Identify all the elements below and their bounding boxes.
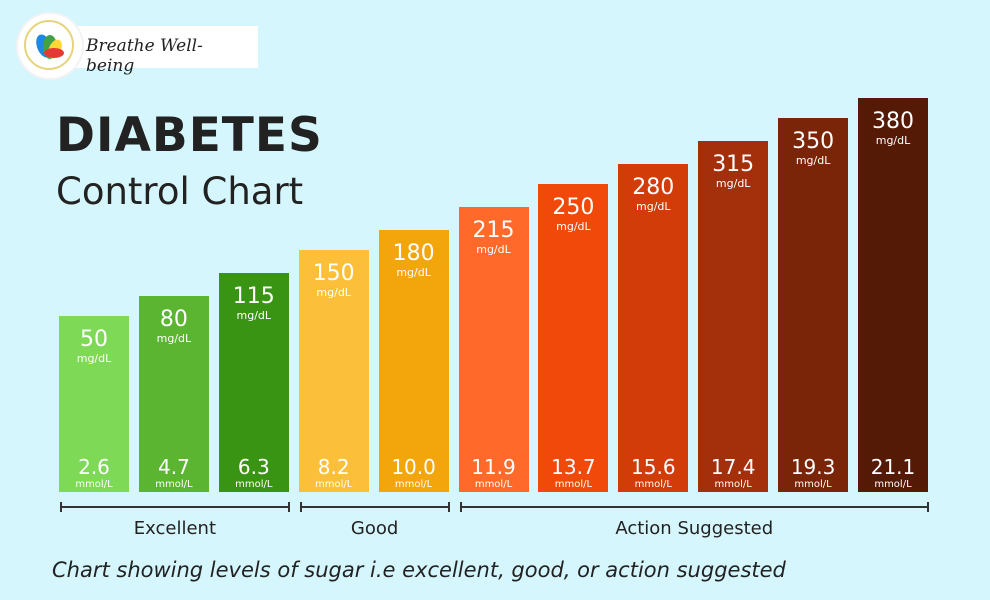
bar-unit-label: mg/dL [396, 266, 431, 280]
bar-mmol-unit-label: mmol/L [554, 479, 593, 490]
bar-value-label: 180 [392, 241, 435, 267]
logo: Breathe Well-being [18, 14, 258, 78]
bar-mmol-unit-label: mmol/L [394, 478, 433, 490]
bar-180: 180 mg/dL 10.0 mmol/L [378, 230, 449, 492]
bar-mmol-label: 15.6 [631, 454, 676, 479]
bar-mmol-label: 19.3 [790, 455, 836, 479]
logo-background [58, 26, 258, 68]
bar-80: 80 mg/dL 4.7 mmol/L [138, 296, 209, 492]
bar-unit-label: mg/dL [236, 309, 272, 323]
chart-title: DIABETES [56, 108, 323, 163]
bar-mmol-label: 17.4 [710, 454, 756, 479]
bar-unit-label: mg/dL [715, 177, 751, 191]
bar-mmol-unit-label: mmol/L [474, 478, 513, 490]
chart-subtitle: Control Chart [56, 170, 304, 213]
bar-mmol-label: 21.1 [870, 454, 916, 479]
group-label: Action Suggested [615, 518, 774, 539]
logo-text: Breathe Well-being [86, 36, 203, 76]
group-label: Excellent [133, 518, 217, 539]
bar-value-label: 315 [712, 152, 755, 178]
bar-value-label: 115 [232, 284, 275, 310]
bar-value-label: 50 [80, 327, 108, 352]
group-label: Good [350, 518, 399, 539]
bar-350: 350 mg/dL 19.3 mmol/L [778, 118, 849, 492]
bar-380: 380 mg/dL 21.1 mmol/L [858, 98, 928, 492]
bar-unit-label: mg/dL [316, 286, 351, 299]
bar-mmol-unit-label: mmol/L [155, 478, 193, 490]
bar-mmol-unit-label: mmol/L [75, 479, 113, 490]
bar-280: 280 mg/dL 15.6 mmol/L [618, 164, 689, 492]
bar-mmol-unit-label: mmol/L [235, 478, 273, 490]
bar-value-label: 280 [632, 175, 675, 201]
bar-value-label: 380 [872, 109, 914, 135]
bar-mmol-unit-label: mmol/L [634, 478, 672, 490]
bar-unit-label: mg/dL [875, 134, 911, 148]
logo-ring [24, 20, 74, 70]
bar-value-label: 80 [159, 307, 188, 333]
bar-250: 250 mg/dL 13.7 mmol/L [538, 184, 609, 492]
bar-mmol-label: 6.3 [237, 454, 270, 479]
bar-315: 315 mg/dL 17.4 mmol/L [698, 141, 769, 492]
bar-unit-label: mg/dL [636, 200, 671, 214]
bar-unit-label: mg/dL [156, 332, 192, 346]
logo-circle [18, 14, 82, 78]
bar-150: 150 mg/dL 8.2 mmol/L [298, 250, 369, 492]
caption: Chart showing levels of sugar i.e excell… [52, 558, 786, 582]
bar-115: 115 mg/dL 6.3 mmol/L [218, 273, 289, 492]
bar-value-label: 250 [552, 195, 595, 220]
bar-unit-label: mg/dL [556, 220, 591, 233]
bar-mmol-label: 2.6 [78, 455, 110, 479]
bar-mmol-label: 8.2 [317, 455, 350, 479]
bar-mmol-label: 10.0 [391, 454, 436, 479]
bar-mmol-unit-label: mmol/L [794, 479, 832, 490]
bar-unit-label: mg/dL [476, 243, 511, 257]
bar-value-label: 150 [312, 261, 355, 286]
bar-unit-label: mg/dL [795, 154, 831, 167]
bar-mmol-label: 4.7 [157, 454, 190, 479]
bar-mmol-label: 11.9 [471, 454, 516, 479]
bar-unit-label: mg/dL [76, 352, 112, 365]
bar-value-label: 350 [792, 129, 835, 154]
group-bracket [459, 502, 929, 512]
bar-mmol-unit-label: mmol/L [315, 479, 353, 490]
bar-mmol-label: 13.7 [551, 455, 596, 479]
bar-215: 215 mg/dL 11.9 mmol/L [458, 207, 529, 492]
group-bracket [299, 502, 450, 512]
bar-value-label: 215 [472, 218, 515, 244]
bar-mmol-unit-label: mmol/L [714, 478, 752, 490]
bar-mmol-unit-label: mmol/L [874, 478, 912, 490]
leaf-icon [36, 34, 64, 59]
group-bracket [60, 502, 290, 512]
bar-50: 50 mg/dL 2.6 mmol/L [59, 316, 129, 492]
